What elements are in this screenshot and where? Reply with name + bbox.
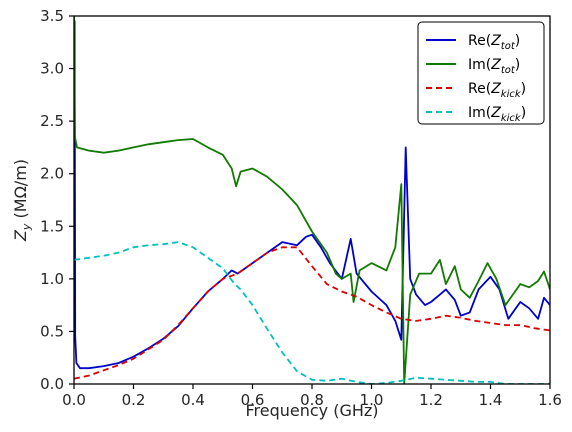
y-tick-label: 3.5	[40, 7, 64, 25]
y-tick-label: 1.0	[40, 270, 64, 288]
legend: Re(Ztot) Im(Ztot) Re(Zkick) Im(Zkick)	[417, 21, 545, 125]
x-tick-label: 0.0	[62, 391, 86, 409]
legend-label: Im(Ztot)	[468, 57, 520, 76]
y-tick-label: 3.0	[40, 60, 64, 78]
x-axis: 0.0 0.2 0.4 0.6 0.8 1.0 1.2 1.4 1.6	[62, 384, 562, 409]
series-line-3	[74, 246, 550, 380]
y-tick-label: 0.5	[40, 322, 64, 340]
legend-label: Im(Zkick)	[468, 105, 526, 124]
y-tick-label: 0.0	[40, 375, 64, 393]
y-tick-label: 1.5	[40, 217, 64, 235]
legend-label: Re(Zkick)	[468, 81, 526, 100]
x-tick-label: 0.4	[181, 391, 205, 409]
y-axis: 0.0 0.5 1.0 1.5 2.0 2.5 3.0 3.5	[40, 7, 74, 393]
legend-frame	[417, 21, 545, 125]
x-tick-label: 0.6	[241, 391, 265, 409]
y-tick-label: 2.5	[40, 112, 64, 130]
x-tick-label: 1.6	[538, 391, 562, 409]
legend-label: Re(Ztot)	[468, 33, 520, 52]
series-line-2	[74, 16, 550, 384]
series-line-4	[74, 241, 550, 384]
x-tick-label: 1.2	[419, 391, 443, 409]
series-layer	[74, 16, 550, 384]
x-tick-label: 0.2	[122, 391, 146, 409]
x-tick-label: 0.8	[300, 391, 324, 409]
x-axis-label: Frequency (GHz)	[245, 401, 378, 420]
x-tick-label: 1.4	[479, 391, 503, 409]
y-axis-label: Zy (MΩ/m)	[11, 159, 33, 242]
x-tick-label: 1.0	[360, 391, 384, 409]
y-tick-label: 2.0	[40, 165, 64, 183]
